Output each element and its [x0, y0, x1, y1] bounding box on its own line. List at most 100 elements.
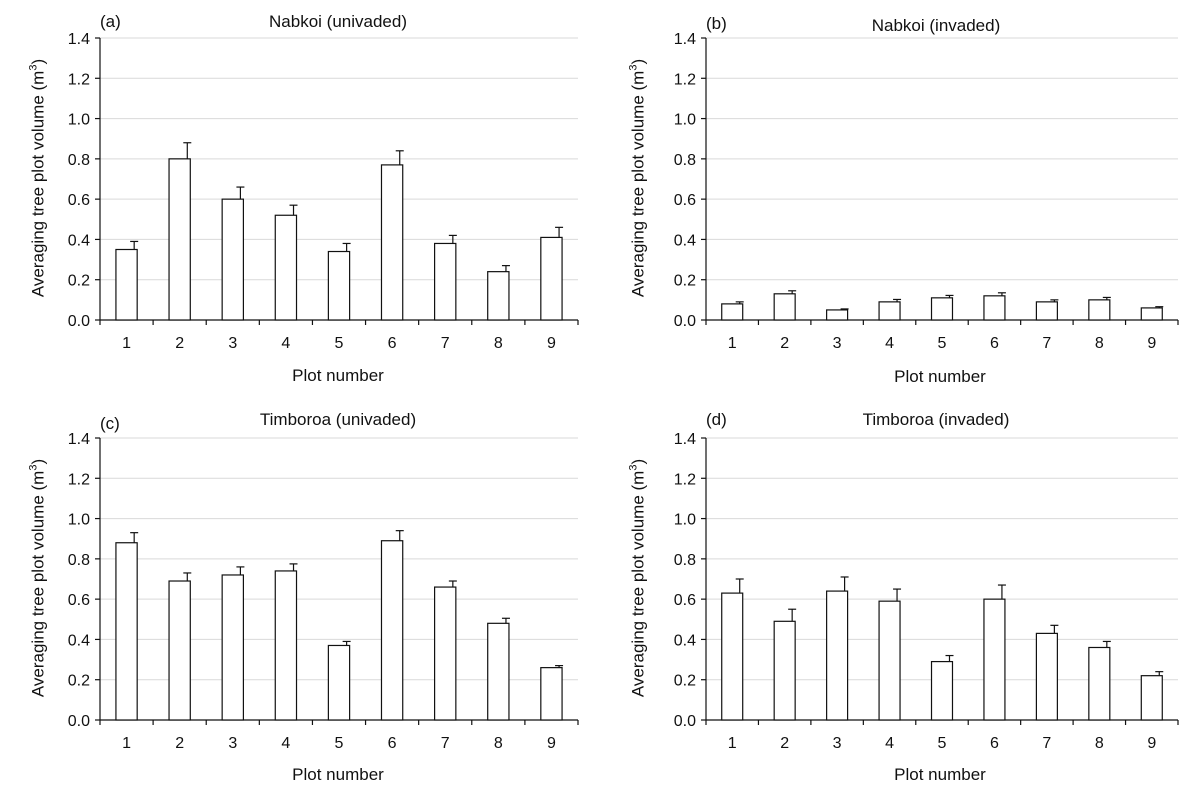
x-tick-label-a: 1: [122, 335, 131, 352]
chart-title-c: Timboroa (univaded): [259, 410, 417, 429]
bar-b-1: [721, 303, 744, 321]
x-axis-label-c: Plot number: [292, 765, 384, 784]
y-tick-label-a: 0.4: [68, 232, 90, 249]
x-tick-label-c: 8: [494, 735, 503, 752]
bar-d-4: [878, 600, 901, 721]
chart-panel-c: 0.0 0.2 0.4 0.6 0.8 1.0 1.2 1.4 1 2 3 4 5 6 7 8 9 (c) Ti…: [0, 400, 595, 793]
y-tick-label-d: 0.8: [674, 552, 696, 569]
x-tick-label-c: 6: [388, 735, 397, 752]
y-axis-label-end-c: ): [28, 458, 48, 465]
y-tick-label-b: 1.4: [674, 31, 696, 48]
y-tick-label-c: 0.8: [68, 552, 90, 569]
x-tick-label-d: 4: [885, 735, 894, 752]
x-tick-label-a: 3: [228, 335, 237, 352]
y-tick-label-d: 0.2: [674, 673, 696, 690]
chart-panel-d: 0.0 0.2 0.4 0.6 0.8 1.0 1.2 1.4 1 2 3 4 5 6 7 8 9 (d) Ti…: [610, 400, 1191, 793]
x-tick-label-a: 8: [494, 335, 503, 352]
x-tick-label-c: 9: [547, 735, 556, 752]
bar-b-3: [826, 309, 849, 321]
y-tick-label-a: 0.2: [68, 273, 90, 290]
y-tick-label-b: 0.8: [674, 152, 696, 169]
x-tick-label-d: 3: [833, 735, 842, 752]
y-axis-label-sup-b: 3: [627, 64, 640, 71]
y-tick-label-d: 1.0: [674, 512, 696, 529]
y-tick-label-b: 0.6: [674, 192, 696, 209]
y-tick-label-a: 1.4: [68, 31, 90, 48]
bar-d-5: [930, 660, 954, 721]
x-tick-label-d: 6: [990, 735, 999, 752]
bar-a-7: [434, 242, 457, 321]
y-axis-label-b: Averaging tree plot volume (m3): [624, 59, 649, 297]
x-tick-label-c: 4: [281, 735, 290, 752]
bar-a-8: [487, 271, 510, 321]
x-tick-label-c: 2: [175, 735, 184, 752]
y-axis-label-end-d: ): [628, 458, 648, 465]
y-axis-label-sup-a: 3: [27, 64, 40, 71]
bar-d-8: [1088, 646, 1111, 721]
x-tick-label-a: 5: [335, 335, 344, 352]
x-tick-label-a: 9: [547, 335, 556, 352]
x-tick-label-d: 9: [1147, 735, 1156, 752]
chart-title-b: Nabkoi (invaded): [871, 16, 1001, 35]
bar-d-3: [826, 590, 849, 721]
y-axis-label-text-b: Averaging tree plot volume (m: [628, 70, 648, 298]
y-tick-label-d: 1.2: [674, 471, 696, 488]
x-tick-label-c: 7: [441, 735, 450, 752]
y-tick-label-c: 1.2: [68, 471, 90, 488]
y-tick-label-b: 0.0: [674, 313, 696, 330]
y-tick-label-a: 1.0: [68, 112, 90, 129]
x-tick-label-c: 3: [228, 735, 237, 752]
x-axis-label-a: Plot number: [292, 366, 384, 385]
y-axis-label-a: Averaging tree plot volume (m3): [24, 59, 49, 297]
bar-b-8: [1088, 299, 1111, 321]
y-tick-label-c: 0.6: [68, 592, 90, 609]
x-tick-label-a: 4: [281, 335, 290, 352]
x-tick-label-d: 7: [1042, 735, 1051, 752]
bar-d-2: [773, 620, 796, 721]
bar-d-6: [983, 598, 1006, 721]
bar-c-1: [115, 542, 138, 721]
y-axis-label-end-a: ): [28, 58, 48, 65]
x-tick-label-c: 5: [335, 735, 344, 752]
x-tick-label-b: 5: [938, 335, 947, 352]
chart-svg-a: 0.0 0.2 0.4 0.6 0.8 1.0 1.2 1.4 1 2 3 4 5 6 7 8 9: [68, 31, 579, 352]
y-axis-label-d: Averaging tree plot volume (m3): [624, 459, 649, 697]
bar-b-7: [1035, 301, 1058, 321]
x-tick-label-b: 8: [1095, 335, 1104, 352]
x-tick-label-b: 6: [990, 335, 999, 352]
bar-a-1: [115, 248, 138, 321]
bar-d-9: [1140, 675, 1163, 721]
bar-c-2: [168, 580, 191, 721]
bar-a-2: [168, 158, 191, 321]
x-tick-label-c: 1: [122, 735, 131, 752]
panel-label-c: (c): [100, 414, 120, 433]
y-axis-label-text-a: Averaging tree plot volume (m: [28, 70, 48, 298]
x-tick-label-a: 6: [388, 335, 397, 352]
bar-b-6: [983, 295, 1006, 321]
bar-a-4: [274, 214, 298, 321]
panel-label-b: (b): [706, 14, 727, 33]
y-tick-label-b: 0.2: [674, 273, 696, 290]
y-tick-label-a: 1.2: [68, 71, 90, 88]
y-axis-label-sup-c: 3: [27, 464, 40, 471]
panel-label-a: (a): [100, 12, 121, 31]
bar-d-7: [1035, 632, 1058, 721]
y-tick-label-d: 0.0: [674, 713, 696, 730]
panel-label-d: (d): [706, 410, 727, 429]
y-axis-label-sup-d: 3: [627, 464, 640, 471]
y-tick-label-c: 0.4: [68, 632, 90, 649]
y-tick-label-c: 0.2: [68, 673, 90, 690]
y-tick-label-c: 1.4: [68, 431, 90, 448]
chart-svg-d: 0.0 0.2 0.4 0.6 0.8 1.0 1.2 1.4 1 2 3 4 5 6 7 8 9: [674, 431, 1179, 752]
y-tick-label-d: 0.6: [674, 592, 696, 609]
y-axis-label-end-b: ): [628, 58, 648, 65]
x-tick-label-b: 3: [833, 335, 842, 352]
bar-a-6: [380, 164, 404, 321]
y-tick-label-c: 0.0: [68, 713, 90, 730]
bar-c-9: [540, 667, 563, 721]
y-tick-label-d: 0.4: [674, 632, 696, 649]
bar-a-3: [221, 198, 244, 321]
bar-c-8: [487, 622, 510, 721]
y-axis-label-text-d: Averaging tree plot volume (m: [628, 470, 648, 698]
y-axis-label-c: Averaging tree plot volume (m3): [24, 459, 49, 697]
